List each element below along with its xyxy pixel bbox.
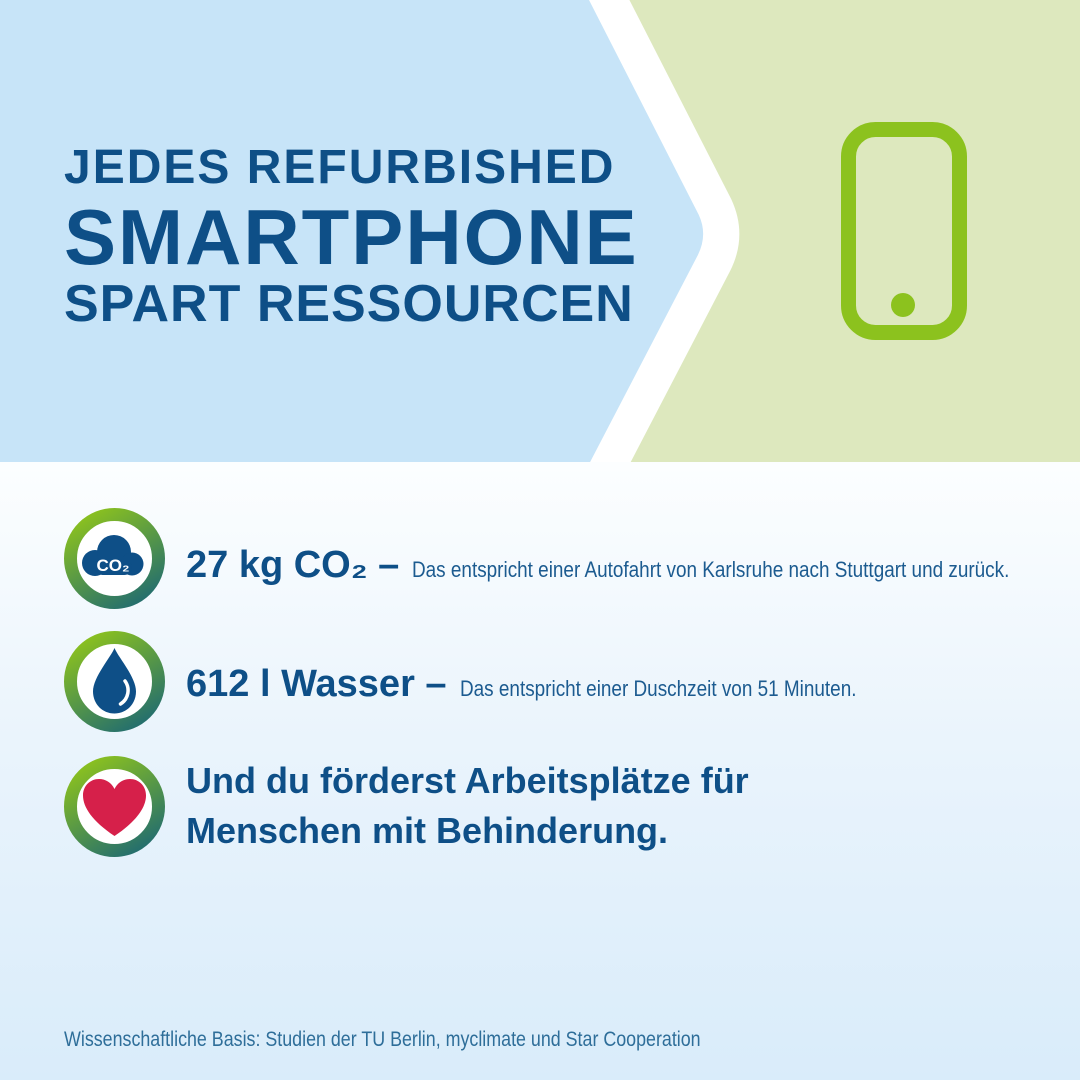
co2-cloud-icon: CO₂ [64, 508, 165, 609]
benefit-row-water: 612 l Wasser – Das entspricht einer Dusc… [186, 665, 921, 703]
benefit-row-jobs: Und du förderst Arbeitsplätze für Mensch… [186, 760, 749, 851]
benefit-row-co2: 27 kg CO₂ – Das entspricht einer Autofah… [186, 546, 1080, 584]
chevron-background [0, 0, 1080, 462]
headline-line-2: SMARTPHONE [64, 193, 639, 281]
smartphone-home-button [891, 293, 915, 317]
headline-line-1: JEDES REFURBISHED [64, 141, 616, 194]
benefit-value: 27 kg CO₂ – [186, 544, 400, 586]
heart-icon [64, 756, 165, 857]
benefit-description: Das entspricht einer Autofahrt von Karls… [412, 557, 1010, 582]
benefit-description: Das entspricht einer Duschzeit von 51 Mi… [459, 676, 857, 701]
benefit-value: 612 l Wasser – [186, 663, 447, 705]
header-blue-chevron [0, 0, 740, 462]
source-note: Wissenschaftliche Basis: Studien der TU … [64, 1029, 813, 1050]
co2-label: CO₂ [96, 556, 129, 575]
drop-highlight [118, 679, 130, 706]
headline-line-3: SPART RESSOURCEN [64, 275, 634, 333]
smartphone-icon [841, 122, 967, 340]
benefits-section: CO₂ 27 kg CO₂ – Das [0, 462, 1080, 1080]
water-drop-icon [64, 631, 165, 732]
smartphone-body [841, 122, 967, 340]
cloud-shape [82, 535, 144, 576]
heart-shape [83, 779, 146, 836]
source-note-text: Wissenschaftliche Basis: Studien der TU … [64, 1028, 701, 1051]
